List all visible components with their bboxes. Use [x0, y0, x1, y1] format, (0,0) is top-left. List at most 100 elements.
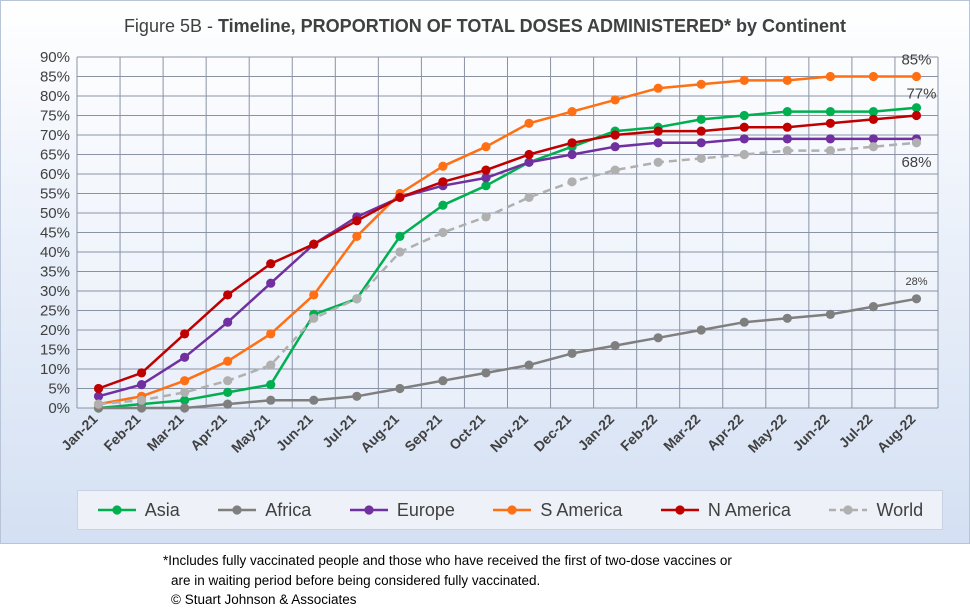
x-tick-label: Jul-21 — [319, 411, 359, 451]
x-tick-label: Dec-21 — [530, 411, 574, 455]
data-point-world — [438, 227, 448, 238]
legend-label-s-america: S America — [540, 499, 623, 520]
data-point-world — [567, 177, 577, 187]
x-tick-label: Jan-21 — [58, 411, 101, 454]
x-tick-label: Aug-21 — [357, 411, 402, 456]
data-point-africa — [223, 399, 233, 409]
data-point-africa — [180, 403, 190, 413]
legend-label-n-america: N America — [707, 499, 791, 520]
y-tick-label: 90% — [40, 49, 70, 66]
data-point-asia — [911, 103, 922, 113]
data-point-europe — [93, 391, 104, 401]
legend-swatch-europe — [349, 505, 388, 515]
data-point-africa — [352, 391, 362, 401]
legend-marker-n-america — [675, 505, 685, 515]
data-point-world — [266, 360, 276, 370]
data-point-n-america — [782, 122, 792, 132]
data-point-world — [911, 138, 922, 148]
data-point-africa — [868, 302, 879, 312]
x-tick-label: Jul-22 — [836, 411, 876, 451]
data-point-asia — [223, 387, 233, 397]
x-tick-label: Feb-21 — [100, 411, 143, 454]
data-point-n-america — [610, 130, 620, 140]
data-point-s-america — [481, 142, 491, 152]
x-tick-label: Jan-22 — [575, 411, 618, 454]
legend-item-africa: Africa — [217, 500, 311, 521]
data-point-africa — [481, 368, 491, 378]
x-tick-label: Apr-21 — [187, 411, 230, 454]
copyright-text: © Stuart Johnson & Associates — [171, 592, 357, 607]
data-point-world — [610, 165, 620, 175]
chart-title: Figure 5B - Timeline, PROPORTION OF TOTA… — [0, 16, 970, 37]
data-point-africa — [395, 383, 405, 394]
data-point-n-america — [309, 239, 319, 249]
legend-item-world: World — [828, 500, 923, 521]
y-tick-label: 30% — [40, 283, 70, 300]
y-tick-label: 85% — [40, 69, 70, 86]
data-point-s-america — [309, 290, 319, 300]
y-tick-label: 25% — [40, 303, 70, 320]
data-point-africa — [911, 294, 922, 304]
chart-title-prefix: Figure 5B - — [123, 16, 218, 36]
data-point-s-america — [653, 83, 663, 93]
x-tick-label: Mar-22 — [660, 411, 703, 454]
chart-legend: Asia Africa Europe S America N America World — [77, 490, 943, 530]
data-point-s-america — [352, 231, 362, 241]
data-point-africa — [653, 333, 663, 343]
data-point-africa — [309, 395, 319, 405]
footnote-line-1: *Includes fully vaccinated people and th… — [163, 553, 732, 568]
y-tick-label: 50% — [40, 205, 70, 222]
data-point-europe — [481, 173, 491, 183]
data-point-africa — [567, 348, 577, 358]
data-point-europe — [136, 380, 147, 390]
data-label: 68% — [901, 154, 931, 171]
data-point-world — [481, 212, 491, 222]
data-point-s-america — [223, 356, 233, 366]
data-point-europe — [266, 278, 276, 288]
y-tick-label: 70% — [40, 127, 70, 144]
data-point-n-america — [524, 149, 534, 160]
data-point-n-america — [825, 118, 835, 128]
data-point-world — [180, 387, 190, 397]
y-tick-label: 15% — [40, 342, 70, 359]
data-point-s-america — [825, 71, 835, 82]
data-point-world — [825, 146, 835, 156]
legend-item-europe: Europe — [349, 500, 455, 521]
data-point-europe — [610, 142, 620, 152]
x-tick-label: Nov-21 — [487, 411, 531, 455]
y-tick-label: 10% — [40, 361, 70, 378]
y-tick-label: 75% — [40, 108, 70, 125]
data-point-africa — [438, 376, 448, 386]
data-point-asia — [825, 107, 835, 117]
data-point-europe — [696, 138, 706, 148]
data-point-world — [136, 395, 147, 405]
y-tick-label: 5% — [48, 381, 70, 398]
series-line-s-america — [98, 75, 917, 406]
data-point-n-america — [180, 329, 190, 339]
data-point-n-america — [911, 110, 922, 121]
data-point-world — [309, 313, 319, 323]
data-point-s-america — [567, 107, 577, 117]
data-point-europe — [782, 134, 792, 144]
data-point-n-america — [395, 192, 405, 202]
data-point-world — [868, 142, 879, 152]
legend-item-s-america: S America — [492, 500, 622, 521]
data-point-s-america — [438, 161, 448, 171]
y-tick-label: 65% — [40, 147, 70, 164]
y-tick-label: 20% — [40, 322, 70, 339]
data-point-asia — [266, 380, 276, 390]
data-point-n-america — [266, 259, 276, 269]
x-tick-label: Apr-22 — [704, 411, 747, 454]
data-point-europe — [868, 134, 879, 144]
footnote-line-2: are in waiting period before being consi… — [171, 572, 541, 588]
data-point-world — [395, 247, 405, 257]
data-point-asia — [438, 200, 448, 210]
data-point-africa — [782, 313, 792, 323]
data-point-africa — [266, 395, 276, 405]
legend-marker-asia — [112, 505, 122, 515]
x-tick-label: Aug-22 — [874, 411, 919, 456]
data-label: 77% — [906, 86, 936, 103]
legend-label-world: World — [876, 499, 924, 520]
series-line-n-america — [98, 114, 917, 390]
data-point-world — [653, 157, 663, 167]
